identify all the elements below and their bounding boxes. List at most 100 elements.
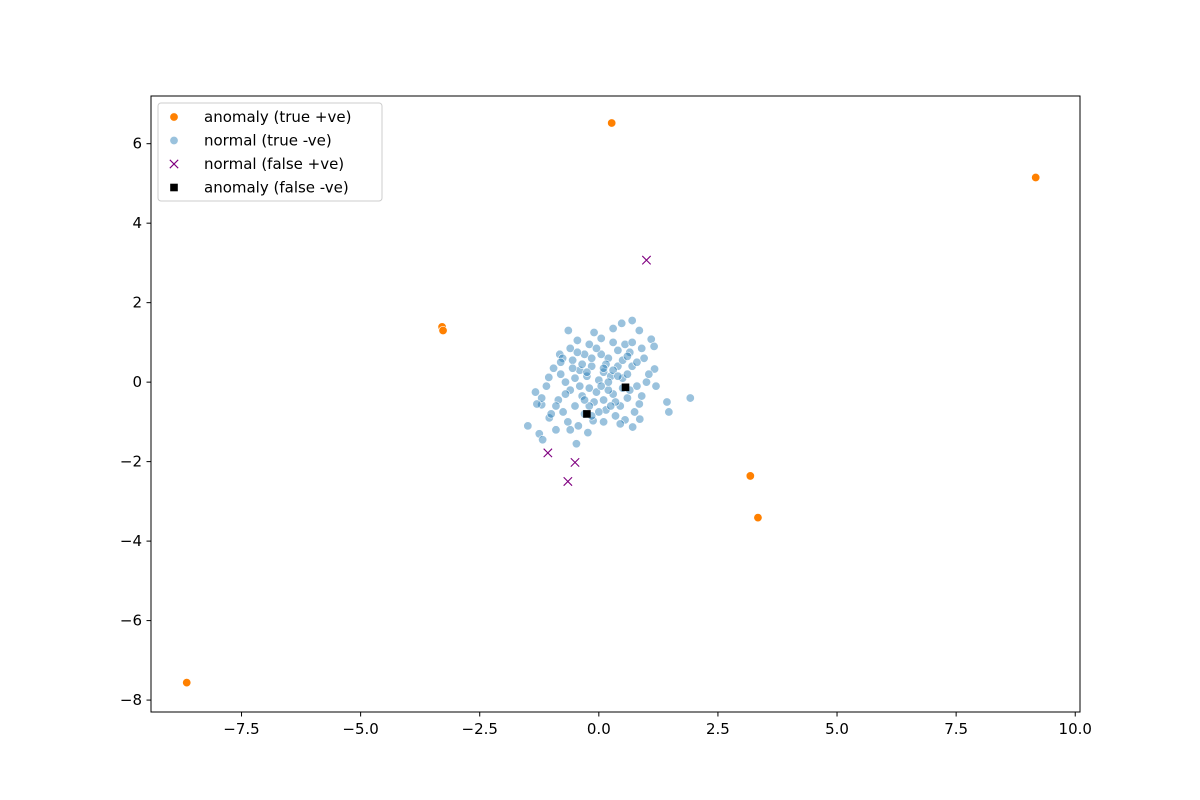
data-point	[583, 428, 593, 438]
y-tick-label: −4	[120, 532, 142, 550]
data-point	[553, 395, 563, 405]
data-point	[568, 363, 578, 373]
data-point	[573, 421, 583, 431]
data-point	[627, 316, 637, 326]
data-point	[596, 381, 606, 391]
data-point	[608, 337, 618, 347]
data-point	[577, 359, 587, 369]
data-point	[632, 357, 642, 367]
data-point	[606, 401, 616, 411]
data-point	[639, 353, 649, 363]
data-point	[627, 337, 637, 347]
data-point	[584, 339, 594, 349]
data-point	[537, 400, 547, 410]
data-point	[438, 325, 448, 335]
data-point	[543, 448, 553, 458]
legend-label: normal (true -ve)	[204, 132, 332, 150]
legend-marker	[170, 183, 178, 192]
data-point	[635, 414, 645, 424]
legend-marker	[169, 159, 179, 169]
legend-box	[157, 102, 383, 202]
data-point	[637, 391, 647, 401]
data-point	[613, 345, 623, 355]
data-point	[570, 401, 580, 411]
legend-item: anomaly (false -ve)	[170, 179, 349, 197]
data-point	[580, 395, 590, 405]
data-point	[591, 343, 601, 353]
data-point	[745, 471, 755, 481]
data-point	[560, 389, 570, 399]
data-point	[649, 341, 659, 351]
data-point	[662, 397, 672, 407]
x-tick-label: 0.0	[587, 720, 611, 738]
data-point	[617, 318, 627, 328]
data-point	[523, 421, 533, 431]
axes-frame	[150, 95, 1081, 713]
data-point	[599, 395, 609, 405]
x-axis-ticks: −7.5 −5.0 −2.5 0.0 2.5 5.0 7.5 10.0	[223, 712, 1092, 738]
data-point	[622, 369, 632, 379]
y-tick-label: 4	[132, 214, 142, 232]
data-point	[565, 425, 575, 435]
legend-item: normal (true -ve)	[169, 132, 332, 150]
y-tick-label: 6	[132, 135, 142, 153]
data-point	[575, 381, 585, 391]
data-point	[565, 343, 575, 353]
series-2	[523, 316, 695, 449]
series-3	[543, 255, 652, 487]
data-point	[570, 373, 580, 383]
data-point	[753, 513, 763, 523]
data-point	[622, 351, 632, 361]
data-point	[549, 363, 559, 373]
data-point	[630, 407, 640, 417]
data-point	[551, 425, 561, 435]
x-tick-label: 7.5	[944, 720, 968, 738]
legend-label: anomaly (true +ve)	[204, 108, 351, 126]
data-point	[664, 407, 674, 417]
x-tick-label: 2.5	[706, 720, 730, 738]
data-point	[641, 377, 651, 387]
data-point	[606, 371, 616, 381]
data-point	[599, 417, 609, 427]
data-point	[622, 393, 632, 403]
data-point	[637, 343, 647, 353]
data-point	[615, 419, 625, 429]
data-point	[556, 369, 566, 379]
data-point	[603, 377, 613, 387]
data-point	[584, 383, 594, 393]
data-point	[641, 255, 652, 265]
data-point	[589, 327, 599, 337]
data-point	[685, 393, 695, 403]
data-point	[587, 353, 597, 363]
data-point	[563, 325, 573, 335]
y-tick-label: −6	[120, 612, 142, 630]
data-point	[556, 357, 566, 367]
data-point	[594, 375, 604, 385]
data-point	[596, 333, 606, 343]
data-point	[646, 334, 656, 344]
data-point	[596, 349, 606, 359]
y-tick-label: −2	[120, 453, 142, 471]
series-1	[182, 118, 1041, 688]
data-point	[575, 365, 585, 375]
data-point	[583, 410, 591, 418]
data-point	[560, 377, 570, 387]
data-point	[634, 399, 644, 409]
data-point	[546, 409, 556, 419]
data-point	[532, 399, 542, 409]
x-tick-label: 5.0	[825, 720, 849, 738]
legend-label: anomaly (false -ve)	[204, 179, 349, 197]
series-4	[583, 383, 630, 418]
data-point	[568, 355, 578, 365]
data-point	[620, 339, 630, 349]
data-point	[608, 323, 618, 333]
data-point	[603, 385, 613, 395]
data-point	[644, 369, 654, 379]
legend-marker	[169, 112, 179, 122]
x-tick-label: 10.0	[1059, 720, 1092, 738]
y-tick-label: 0	[132, 373, 142, 391]
data-point	[603, 353, 613, 363]
data-point	[571, 439, 581, 449]
data-point	[582, 367, 592, 377]
data-point	[570, 457, 580, 468]
